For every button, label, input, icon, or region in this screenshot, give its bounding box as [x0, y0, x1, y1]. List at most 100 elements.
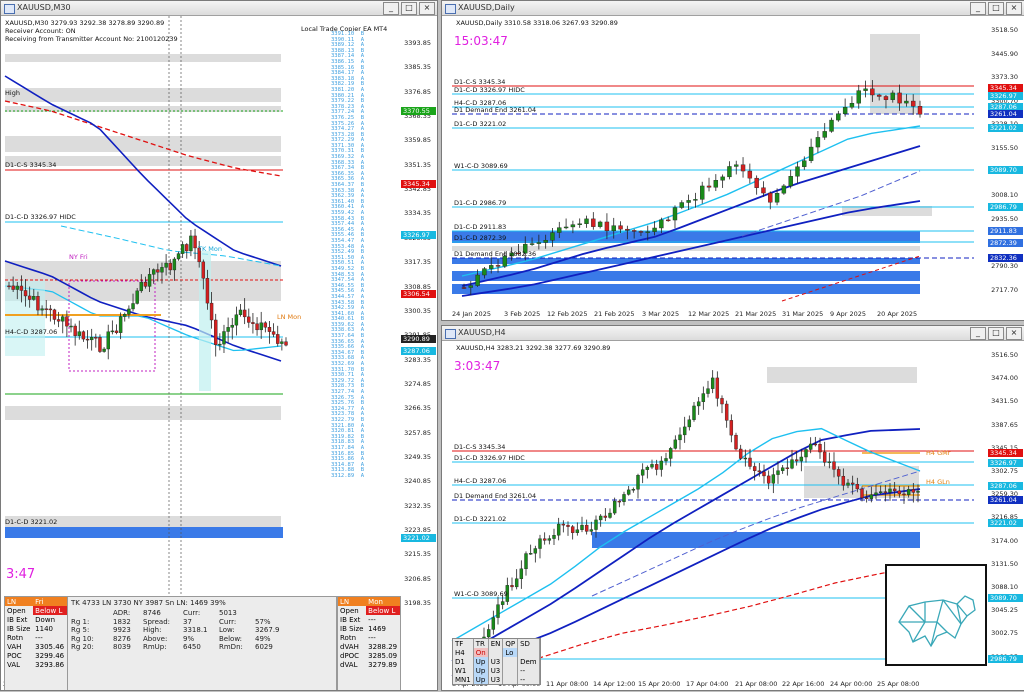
candle-body	[752, 466, 757, 471]
h4-price-tag: 3326.97	[988, 459, 1023, 467]
chart-window-icon	[445, 4, 456, 14]
trend-cell	[502, 657, 519, 666]
candle-body	[11, 285, 15, 290]
candle-body	[32, 296, 36, 300]
h4-level-label: D1-C-D 3221.02	[454, 515, 507, 523]
candle-body	[790, 459, 794, 469]
range-stats-panel: TK 4733 LN 3730 NY 3987 Sn LN: 1469 39% …	[67, 596, 337, 690]
daily-price-tag: 3221.02	[988, 124, 1023, 132]
candle-body	[598, 515, 603, 521]
candle-body	[761, 187, 766, 194]
candle-body	[864, 497, 869, 499]
daily-level-label: D1-C-D 3326.97 HIDC	[454, 86, 525, 94]
candle-body	[589, 529, 594, 532]
daily-price-tick: 3518.50	[991, 26, 1018, 34]
candle-body	[692, 405, 696, 420]
m30-chart-window[interactable]: XAUUSD,M30 _ □ × XAUUSD,M30 3279.93 3292…	[0, 0, 438, 691]
m30-price-tag: 3221.02	[401, 534, 436, 542]
candle-body	[584, 218, 589, 224]
candle-body	[580, 524, 584, 530]
h4-chart-window[interactable]: XAUUSD,H4 _ □ × XAUUSD,H4 3283.21 3292.3…	[441, 325, 1024, 691]
ln-fri-cell: Rotn	[7, 633, 24, 642]
h4-titlebar[interactable]: XAUUSD,H4 _ □ ×	[442, 326, 1024, 341]
close-button[interactable]: ×	[419, 2, 435, 15]
close-button[interactable]: ×	[1006, 327, 1022, 340]
minimize-button[interactable]: _	[970, 327, 986, 340]
trend-cell	[502, 666, 519, 675]
candle-body	[768, 192, 773, 203]
ma-red	[451, 565, 921, 677]
m30-price-tag: 3326.97	[401, 231, 436, 239]
candle-body	[832, 461, 836, 470]
ln-fri-cell: 3299.46	[35, 651, 65, 660]
candle-body	[729, 420, 734, 436]
candle-body	[870, 88, 875, 96]
m30-ohlc: XAUUSD,M30 3279.93 3292.38 3278.89 3290.…	[5, 19, 165, 27]
candle-body	[795, 166, 800, 177]
candle-body	[156, 269, 160, 273]
m30-price-tag: 3306.54	[401, 290, 436, 298]
range-stats-cell: RmDn:	[219, 643, 243, 651]
range-stats-row: Rg 10: 8276 Above: 9% Below: 49%	[71, 635, 333, 644]
m30-titlebar[interactable]: XAUUSD,M30 _ □ ×	[1, 1, 437, 16]
daily-price-chart	[452, 34, 974, 302]
m30-price-tick: 3249.35	[404, 452, 431, 461]
candle-body	[98, 337, 102, 352]
candle-body	[160, 267, 164, 273]
trend-cell	[488, 648, 504, 657]
m30-price-chart	[4, 16, 288, 671]
ln-fri-cell: IB Ext	[7, 615, 28, 624]
minimize-button[interactable]: _	[970, 2, 986, 15]
candle-body	[727, 166, 732, 178]
demand-zone	[452, 284, 920, 294]
maximize-button[interactable]: □	[988, 327, 1004, 340]
candle-body	[242, 309, 247, 318]
candle-body	[48, 308, 53, 311]
level-high: High	[5, 89, 20, 97]
maximize-button[interactable]: □	[988, 2, 1004, 15]
maximize-button[interactable]: □	[401, 2, 417, 15]
ln-mon-cell: Open	[340, 606, 359, 615]
candle-body	[696, 401, 701, 407]
candle-body	[15, 285, 19, 290]
candle-body	[748, 457, 752, 467]
candle-body	[85, 338, 90, 341]
candle-body	[56, 319, 61, 322]
range-stats-cell: 57%	[255, 617, 271, 626]
zone-rect	[767, 367, 917, 383]
daily-chart-window[interactable]: XAUUSD,Daily _ □ × XAUUSD,Daily 3310.58 …	[441, 0, 1024, 321]
candle-body	[19, 285, 24, 291]
trend-cell: Lo	[502, 648, 519, 657]
h4-clock: 3:03:47	[454, 359, 501, 373]
candle-body	[738, 448, 743, 459]
h4-price-tick: 3302.75	[991, 467, 1018, 475]
trend-cell: Up	[473, 666, 489, 675]
ln-mon-panel: LN Mon Open Below L IB Ext --- IB Size 1469 Ro…	[337, 596, 401, 690]
daily-plot-area[interactable]: XAUUSD,Daily 3310.58 3318.06 3267.93 329…	[442, 16, 1024, 320]
candle-body	[636, 475, 640, 490]
m30-price-tick: 3308.85	[404, 282, 431, 291]
m30-plot-area[interactable]: XAUUSD,M30 3279.93 3292.38 3278.89 3290.…	[1, 16, 437, 690]
m30-price-tick: 3376.85	[404, 87, 431, 96]
candle-body	[556, 523, 561, 536]
ln-fri-cell: Below L	[33, 606, 67, 615]
ln-mon-cell: ---	[368, 615, 376, 624]
candle-body	[69, 325, 73, 328]
candle-body	[147, 274, 152, 287]
candle-body	[131, 303, 135, 310]
h4-plot-area[interactable]: XAUUSD,H4 3283.21 3292.38 3277.69 3290.8…	[442, 341, 1024, 690]
minimize-button[interactable]: _	[383, 2, 399, 15]
range-stats-cell: Above:	[143, 634, 168, 643]
candle-body	[542, 538, 547, 541]
daily-level-label: D1-C-S 3345.34	[454, 78, 506, 86]
m30-price-tag: 3370.55	[401, 107, 436, 115]
daily-titlebar[interactable]: XAUUSD,Daily _ □ ×	[442, 1, 1024, 16]
candle-body	[902, 493, 906, 496]
daily-time-tick: 12 Mar 2025	[688, 310, 730, 318]
daily-level-label: D1-C-D 2872.39	[454, 234, 507, 242]
demand-zone	[452, 258, 920, 264]
candle-body	[135, 290, 139, 304]
close-button[interactable]: ×	[1006, 2, 1022, 15]
h4-price-tag: 3345.34	[988, 449, 1023, 457]
m30-price-tick: 3198.35	[404, 599, 431, 608]
